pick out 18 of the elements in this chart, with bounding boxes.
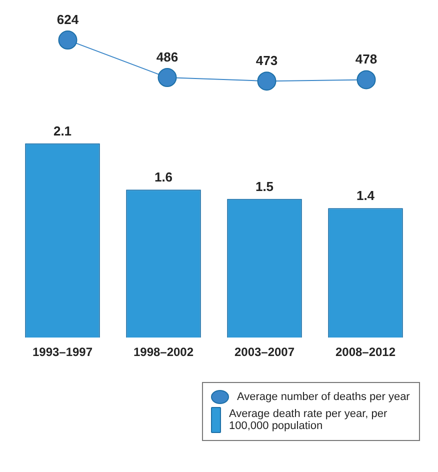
x-tick-label: 2003–2007 xyxy=(234,345,295,360)
point xyxy=(58,30,78,50)
data-label: 1.4 xyxy=(356,188,376,204)
point xyxy=(158,68,177,88)
data-label: 478 xyxy=(355,52,378,67)
data-label: 486 xyxy=(156,50,178,65)
x-tick-label: 2008–2012 xyxy=(335,345,396,360)
legend-label: Average number of deaths per year xyxy=(237,391,410,403)
x-tick-label: 1993–1997 xyxy=(32,345,93,360)
data-label: 624 xyxy=(56,12,80,28)
x-tick-label: 1998–2002 xyxy=(133,345,194,360)
point xyxy=(257,72,276,91)
point xyxy=(356,70,376,90)
text: Average death rate per year, per 100,000 population xyxy=(229,408,388,432)
data-label: 1.5 xyxy=(255,178,274,194)
data-label: 2.1 xyxy=(53,123,72,138)
data-label: 473 xyxy=(256,53,278,68)
data-label: 1.6 xyxy=(154,170,173,185)
